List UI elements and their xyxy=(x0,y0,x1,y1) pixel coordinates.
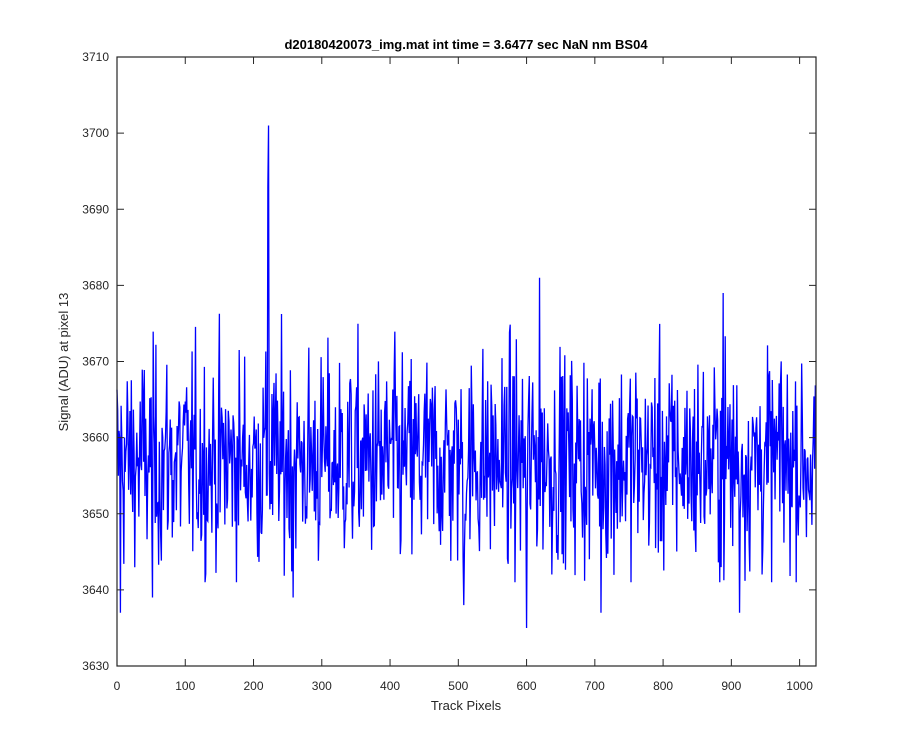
y-axis: 3630 3640 3650 3660 3670 3680 3690 3700 3710 xyxy=(82,50,816,673)
x-tick-label: 400 xyxy=(380,679,400,693)
x-axis-label: Track Pixels xyxy=(431,698,502,713)
y-tick-label: 3660 xyxy=(82,431,109,445)
y-tick-label: 3630 xyxy=(82,659,109,673)
x-tick-label: 100 xyxy=(175,679,195,693)
x-tick-label: 200 xyxy=(244,679,264,693)
x-tick-label: 800 xyxy=(653,679,673,693)
plot-area xyxy=(116,56,817,667)
x-axis: 0 100 200 300 400 500 600 700 800 900 1000 xyxy=(114,57,813,693)
y-tick-label: 3690 xyxy=(82,202,109,216)
y-tick-label: 3650 xyxy=(82,507,109,521)
x-tick-label: 0 xyxy=(114,679,121,693)
y-tick-label: 3670 xyxy=(82,355,109,369)
x-tick-label: 700 xyxy=(585,679,605,693)
y-tick-label: 3680 xyxy=(82,278,109,292)
plot-background xyxy=(117,57,816,666)
y-tick-label: 3700 xyxy=(82,126,109,140)
series-line xyxy=(116,125,816,628)
x-tick-label: 600 xyxy=(517,679,537,693)
y-axis-label: Signal (ADU) at pixel 13 xyxy=(56,293,71,432)
x-tick-label: 1000 xyxy=(786,679,813,693)
y-tick-label: 3640 xyxy=(82,583,109,597)
x-tick-label: 300 xyxy=(312,679,332,693)
chart-title: d20180420073_img.mat int time = 3.6477 s… xyxy=(284,37,648,52)
x-tick-label: 900 xyxy=(721,679,741,693)
y-tick-label: 3710 xyxy=(82,50,109,64)
x-tick-label: 500 xyxy=(448,679,468,693)
